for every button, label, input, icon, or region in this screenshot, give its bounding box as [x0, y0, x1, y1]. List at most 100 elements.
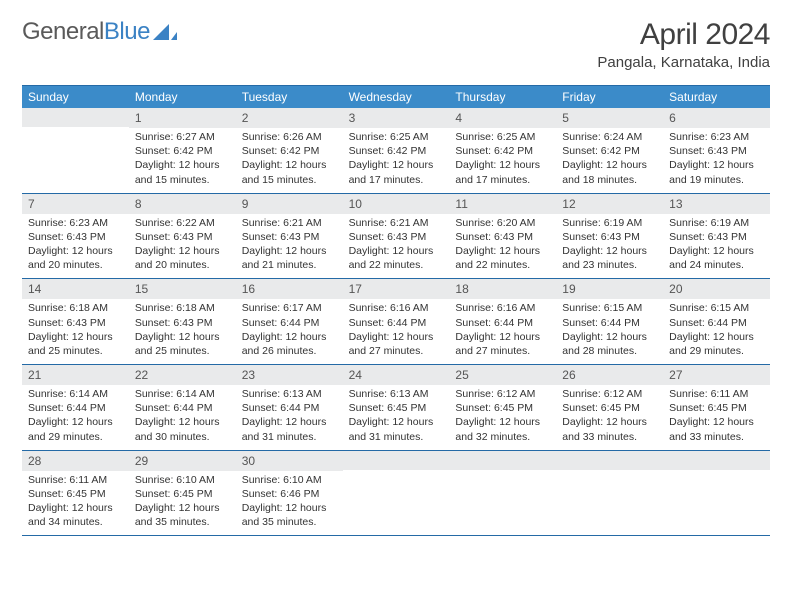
day-detail [343, 470, 450, 528]
day-number: 27 [663, 365, 770, 385]
daylight-text: Daylight: 12 hours and 19 minutes. [669, 158, 764, 186]
calendar-cell: 12Sunrise: 6:19 AMSunset: 6:43 PMDayligh… [556, 194, 663, 279]
day-detail: Sunrise: 6:22 AMSunset: 6:43 PMDaylight:… [129, 214, 236, 279]
sunset-text: Sunset: 6:45 PM [455, 401, 550, 415]
daylight-text: Daylight: 12 hours and 24 minutes. [669, 244, 764, 272]
day-number: 3 [343, 108, 450, 128]
day-detail: Sunrise: 6:10 AMSunset: 6:46 PMDaylight:… [236, 471, 343, 536]
sunset-text: Sunset: 6:44 PM [242, 401, 337, 415]
day-number: 19 [556, 279, 663, 299]
daylight-text: Daylight: 12 hours and 27 minutes. [349, 330, 444, 358]
calendar-cell: 15Sunrise: 6:18 AMSunset: 6:43 PMDayligh… [129, 279, 236, 364]
sunrise-text: Sunrise: 6:15 AM [562, 301, 657, 315]
calendar-cell: 21Sunrise: 6:14 AMSunset: 6:44 PMDayligh… [22, 365, 129, 450]
sunset-text: Sunset: 6:45 PM [135, 487, 230, 501]
sunset-text: Sunset: 6:43 PM [455, 230, 550, 244]
sunset-text: Sunset: 6:45 PM [562, 401, 657, 415]
sunset-text: Sunset: 6:45 PM [349, 401, 444, 415]
calendar-cell: 7Sunrise: 6:23 AMSunset: 6:43 PMDaylight… [22, 194, 129, 279]
calendar-cell: 18Sunrise: 6:16 AMSunset: 6:44 PMDayligh… [449, 279, 556, 364]
daylight-text: Daylight: 12 hours and 23 minutes. [562, 244, 657, 272]
sunset-text: Sunset: 6:42 PM [242, 144, 337, 158]
calendar-cell: 22Sunrise: 6:14 AMSunset: 6:44 PMDayligh… [129, 365, 236, 450]
calendar-cell: 11Sunrise: 6:20 AMSunset: 6:43 PMDayligh… [449, 194, 556, 279]
calendar-cell: 23Sunrise: 6:13 AMSunset: 6:44 PMDayligh… [236, 365, 343, 450]
page-header: GeneralBlue April 2024 Pangala, Karnatak… [22, 18, 770, 71]
day-number: 29 [129, 451, 236, 471]
daylight-text: Daylight: 12 hours and 20 minutes. [135, 244, 230, 272]
calendar-cell: 5Sunrise: 6:24 AMSunset: 6:42 PMDaylight… [556, 108, 663, 193]
weekday-header: Tuesday [236, 86, 343, 108]
sunset-text: Sunset: 6:43 PM [562, 230, 657, 244]
calendar-cell: 29Sunrise: 6:10 AMSunset: 6:45 PMDayligh… [129, 451, 236, 536]
calendar-cell: 30Sunrise: 6:10 AMSunset: 6:46 PMDayligh… [236, 451, 343, 536]
day-number: 23 [236, 365, 343, 385]
daylight-text: Daylight: 12 hours and 22 minutes. [455, 244, 550, 272]
calendar-week: 28Sunrise: 6:11 AMSunset: 6:45 PMDayligh… [22, 451, 770, 537]
logo-text-b: Blue [104, 18, 150, 46]
calendar-cell: 27Sunrise: 6:11 AMSunset: 6:45 PMDayligh… [663, 365, 770, 450]
day-number: 18 [449, 279, 556, 299]
day-detail: Sunrise: 6:12 AMSunset: 6:45 PMDaylight:… [556, 385, 663, 450]
day-number: 30 [236, 451, 343, 471]
calendar-cell [22, 108, 129, 193]
page-subtitle: Pangala, Karnataka, India [597, 54, 770, 71]
day-number: 28 [22, 451, 129, 471]
sunset-text: Sunset: 6:44 PM [135, 401, 230, 415]
day-detail: Sunrise: 6:23 AMSunset: 6:43 PMDaylight:… [663, 128, 770, 193]
daylight-text: Daylight: 12 hours and 32 minutes. [455, 415, 550, 443]
sunrise-text: Sunrise: 6:12 AM [455, 387, 550, 401]
day-detail: Sunrise: 6:18 AMSunset: 6:43 PMDaylight:… [129, 299, 236, 364]
daylight-text: Daylight: 12 hours and 33 minutes. [669, 415, 764, 443]
calendar-cell [449, 451, 556, 536]
weekday-header: Wednesday [343, 86, 450, 108]
calendar-cell: 25Sunrise: 6:12 AMSunset: 6:45 PMDayligh… [449, 365, 556, 450]
day-number: 15 [129, 279, 236, 299]
calendar-cell: 20Sunrise: 6:15 AMSunset: 6:44 PMDayligh… [663, 279, 770, 364]
daylight-text: Daylight: 12 hours and 21 minutes. [242, 244, 337, 272]
day-number [663, 451, 770, 470]
day-detail [449, 470, 556, 528]
sunset-text: Sunset: 6:42 PM [455, 144, 550, 158]
sunrise-text: Sunrise: 6:17 AM [242, 301, 337, 315]
day-detail: Sunrise: 6:16 AMSunset: 6:44 PMDaylight:… [449, 299, 556, 364]
day-detail: Sunrise: 6:16 AMSunset: 6:44 PMDaylight:… [343, 299, 450, 364]
day-detail: Sunrise: 6:19 AMSunset: 6:43 PMDaylight:… [556, 214, 663, 279]
sunset-text: Sunset: 6:43 PM [28, 316, 123, 330]
day-detail: Sunrise: 6:23 AMSunset: 6:43 PMDaylight:… [22, 214, 129, 279]
calendar-cell [343, 451, 450, 536]
day-number: 9 [236, 194, 343, 214]
sunset-text: Sunset: 6:46 PM [242, 487, 337, 501]
day-number: 24 [343, 365, 450, 385]
day-detail: Sunrise: 6:12 AMSunset: 6:45 PMDaylight:… [449, 385, 556, 450]
day-detail: Sunrise: 6:15 AMSunset: 6:44 PMDaylight:… [663, 299, 770, 364]
calendar-week: 1Sunrise: 6:27 AMSunset: 6:42 PMDaylight… [22, 108, 770, 194]
sunset-text: Sunset: 6:43 PM [242, 230, 337, 244]
calendar-cell: 14Sunrise: 6:18 AMSunset: 6:43 PMDayligh… [22, 279, 129, 364]
sunset-text: Sunset: 6:42 PM [135, 144, 230, 158]
day-number: 16 [236, 279, 343, 299]
sunset-text: Sunset: 6:43 PM [669, 230, 764, 244]
daylight-text: Daylight: 12 hours and 20 minutes. [28, 244, 123, 272]
day-detail: Sunrise: 6:25 AMSunset: 6:42 PMDaylight:… [449, 128, 556, 193]
sunrise-text: Sunrise: 6:26 AM [242, 130, 337, 144]
sunrise-text: Sunrise: 6:21 AM [242, 216, 337, 230]
sunrise-text: Sunrise: 6:14 AM [135, 387, 230, 401]
day-detail: Sunrise: 6:26 AMSunset: 6:42 PMDaylight:… [236, 128, 343, 193]
sunset-text: Sunset: 6:44 PM [28, 401, 123, 415]
calendar-cell: 16Sunrise: 6:17 AMSunset: 6:44 PMDayligh… [236, 279, 343, 364]
day-detail [22, 127, 129, 185]
daylight-text: Daylight: 12 hours and 27 minutes. [455, 330, 550, 358]
calendar-cell: 6Sunrise: 6:23 AMSunset: 6:43 PMDaylight… [663, 108, 770, 193]
day-number: 22 [129, 365, 236, 385]
sunrise-text: Sunrise: 6:23 AM [28, 216, 123, 230]
day-number: 21 [22, 365, 129, 385]
sunrise-text: Sunrise: 6:13 AM [349, 387, 444, 401]
daylight-text: Daylight: 12 hours and 25 minutes. [28, 330, 123, 358]
sunrise-text: Sunrise: 6:10 AM [135, 473, 230, 487]
calendar: Sunday Monday Tuesday Wednesday Thursday… [22, 85, 770, 536]
day-number: 26 [556, 365, 663, 385]
day-detail [556, 470, 663, 528]
sunrise-text: Sunrise: 6:13 AM [242, 387, 337, 401]
sunrise-text: Sunrise: 6:15 AM [669, 301, 764, 315]
